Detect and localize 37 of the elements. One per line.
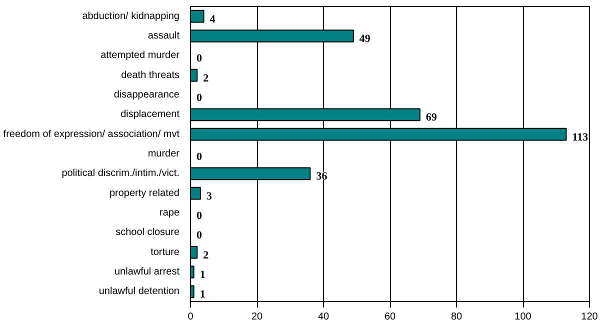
y-tick-label: rape xyxy=(159,208,180,218)
data-label: 3 xyxy=(206,190,212,202)
x-tick-label: 40 xyxy=(318,312,330,322)
y-tick-label: property related xyxy=(109,188,180,199)
x-tick-label: 100 xyxy=(514,312,532,322)
data-label: 4 xyxy=(210,13,216,26)
data-label: 2 xyxy=(203,249,210,262)
y-tick-label: abduction/ kidnapping xyxy=(82,10,180,22)
data-label: 1 xyxy=(200,288,206,301)
y-tick-label: disappearance xyxy=(114,90,180,100)
data-label: 0 xyxy=(196,210,202,222)
y-tick-label: assault xyxy=(148,30,180,42)
y-tick-label: death threats xyxy=(121,70,180,81)
y-tick-label: freedom of expression/ association/ mvt xyxy=(3,128,180,140)
data-label: 113 xyxy=(572,131,589,144)
y-tick-label: political discrim./intim./vict. xyxy=(62,168,180,180)
data-label: 0 xyxy=(196,52,202,65)
data-label: 2 xyxy=(203,72,210,84)
y-tick-label: unlawful arrest xyxy=(114,266,180,278)
x-tick-label: 80 xyxy=(450,312,462,322)
data-label: 69 xyxy=(426,112,438,124)
data-label: 1 xyxy=(200,269,206,281)
y-tick-label: school closure xyxy=(116,227,180,238)
y-tick-label: murder xyxy=(148,148,180,160)
y-tick-label: displacement xyxy=(120,109,180,120)
x-tick-label: 0 xyxy=(188,312,194,322)
y-tick-label: attempted murder xyxy=(100,50,180,62)
x-tick-label: 120 xyxy=(581,312,598,322)
data-label: 0 xyxy=(196,230,202,242)
y-tick-label: torture xyxy=(150,246,180,258)
x-tick-label: 20 xyxy=(251,312,263,322)
x-tick-label: 60 xyxy=(384,312,396,322)
data-label: 0 xyxy=(196,151,202,163)
data-label: 0 xyxy=(196,92,202,104)
data-label: 49 xyxy=(359,33,371,45)
data-label: 36 xyxy=(316,170,328,183)
y-tick-label: unlawful detention xyxy=(98,286,180,298)
